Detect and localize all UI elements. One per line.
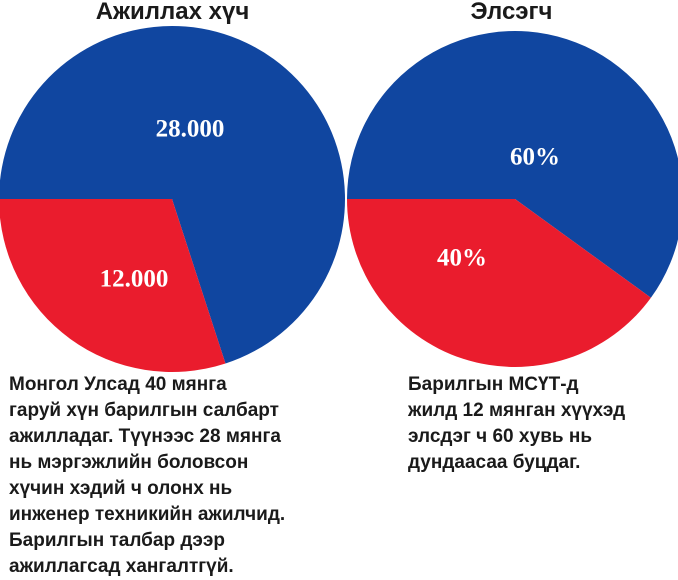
pie-slice-1: [347, 31, 678, 298]
pie-slice-2: [347, 199, 651, 368]
right-pie-chart: Элсэгч 60% 40%: [345, 0, 678, 372]
caption-line: нь мэргэжлийн боловсон: [9, 452, 249, 473]
caption-line: элсдэг ч 60 хувь нь: [408, 426, 593, 447]
slice-value-label: 28.000: [156, 116, 225, 143]
left-pie-chart: Ажиллах хүч 28.000 12.000: [0, 0, 345, 373]
caption-line: гаруй хүн барилгын салбарт: [9, 400, 279, 421]
caption-line: жилд 12 мянган хүүхэд: [408, 400, 626, 421]
slice-value-label: 60%: [510, 144, 560, 171]
pie-slice-1: [0, 26, 345, 364]
caption-line: Барилгын талбар дээр: [9, 530, 226, 551]
caption-line: хүчин хэдий ч олонх нь: [9, 478, 233, 499]
caption-line: ажилладаг. Түүнээс 28 мянга: [9, 426, 281, 447]
left-pie-svg: 28.000 12.000: [0, 26, 345, 373]
left-caption: Монгол Улсад 40 мянга гаруй хүн барилгын…: [9, 372, 339, 580]
right-pie-svg: 60% 40%: [347, 31, 678, 368]
left-chart-title: Ажиллах хүч: [95, 0, 250, 25]
caption-line: Монгол Улсад 40 мянга: [9, 374, 227, 395]
right-caption: Барилгын МСҮТ-д жилд 12 мянган хүүхэд эл…: [408, 372, 668, 476]
caption-line: ажиллагсад хангалтгүй.: [9, 556, 234, 577]
slice-value-label: 40%: [437, 245, 487, 272]
slice-value-label: 12.000: [100, 266, 169, 293]
caption-line: дундаасаа буцдаг.: [408, 452, 581, 473]
pie-slice-2: [0, 199, 226, 373]
caption-line: Барилгын МСҮТ-д: [408, 374, 579, 395]
right-chart-title: Элсэгч: [470, 0, 553, 25]
caption-line: инженер техникийн ажилчид.: [9, 504, 286, 525]
